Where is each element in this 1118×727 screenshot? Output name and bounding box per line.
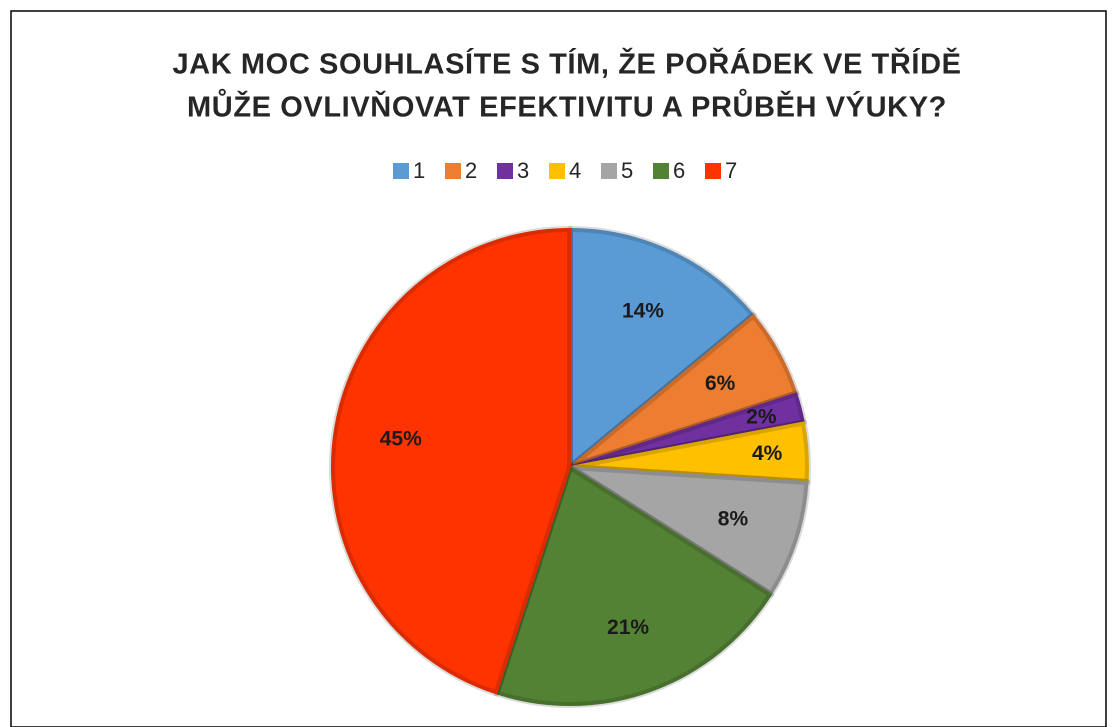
data-label: 6%	[705, 372, 736, 395]
slice-border	[493, 464, 774, 708]
legend-swatch	[497, 163, 513, 179]
pie-slice	[331, 227, 571, 695]
data-label: 2%	[746, 405, 777, 428]
legend-swatch	[601, 163, 617, 179]
legend-swatch	[705, 163, 721, 179]
slice-border	[567, 226, 757, 470]
legend-label: 3	[517, 158, 529, 183]
pie-slice	[569, 466, 809, 596]
legend-label: 1	[413, 158, 425, 183]
legend-swatch	[653, 163, 669, 179]
data-label: 8%	[718, 508, 749, 531]
data-label: 4%	[752, 442, 783, 465]
legend-label: 4	[569, 158, 581, 183]
legend-label: 6	[673, 158, 685, 183]
legend-swatch	[445, 163, 461, 179]
slice-border	[567, 464, 811, 598]
pie-slice	[495, 465, 773, 706]
legend-swatch	[393, 163, 409, 179]
chart-title: JAK MOC SOUHLASÍTE S TÍM, ŽE POŘÁDEK VE …	[172, 47, 961, 81]
legend-label: 7	[725, 158, 737, 183]
data-label: 14%	[622, 299, 664, 322]
legend-label: 2	[465, 158, 477, 183]
chart-title: MŮŽE OVLIVŇOVAT EFEKTIVITU A PRŮBĚH VÝUK…	[187, 88, 947, 124]
legend-swatch	[549, 163, 565, 179]
slice-border	[329, 226, 573, 697]
legend-label: 5	[621, 158, 633, 183]
pie-slice	[569, 227, 755, 470]
data-label: 21%	[607, 616, 649, 639]
data-label: 45%	[380, 428, 422, 451]
